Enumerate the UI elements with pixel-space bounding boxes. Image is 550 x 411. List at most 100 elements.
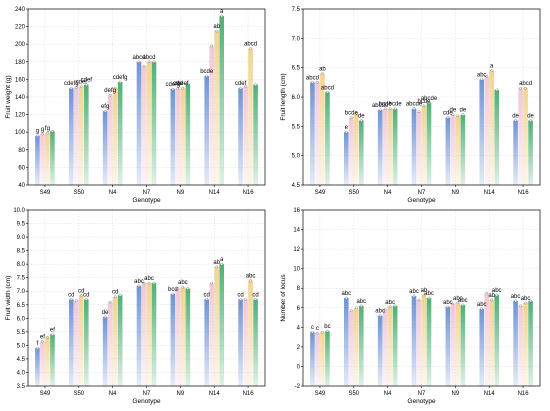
significance-label: abc xyxy=(511,294,521,300)
bar-mean-marker xyxy=(36,346,39,350)
significance-label: abcde xyxy=(372,103,389,109)
bar-mean-marker xyxy=(84,298,88,301)
bar xyxy=(204,75,210,185)
bar-mean-marker xyxy=(446,116,450,119)
bar xyxy=(460,114,466,185)
bar xyxy=(445,306,451,386)
bar-mean-marker xyxy=(147,60,151,64)
y-tick-label: 0 xyxy=(297,364,301,370)
bar-mean-marker xyxy=(239,298,242,301)
bar-mean-marker xyxy=(514,299,517,303)
bar xyxy=(170,293,176,386)
bar xyxy=(513,300,518,386)
bar xyxy=(112,296,118,386)
bar xyxy=(377,315,383,386)
bar xyxy=(518,305,523,386)
bar xyxy=(358,305,364,386)
bar xyxy=(209,283,215,386)
x-tick-label: S49 xyxy=(315,190,326,196)
bar xyxy=(528,300,533,386)
bar xyxy=(238,299,243,386)
bar xyxy=(78,295,84,386)
bar-mean-marker xyxy=(344,130,348,134)
bar xyxy=(35,348,40,386)
significance-label: efg xyxy=(101,104,109,110)
y-tick-label: 10.0 xyxy=(13,208,25,214)
significance-label: abc xyxy=(356,299,366,305)
bar-mean-marker xyxy=(103,109,107,113)
bar-mean-marker xyxy=(254,83,257,86)
bar xyxy=(107,95,113,185)
significance-label: abc xyxy=(443,300,453,306)
bar xyxy=(489,70,495,185)
bar-mean-marker xyxy=(181,285,185,289)
significance-label: c xyxy=(311,325,314,331)
bar-mean-marker xyxy=(215,265,219,269)
bar-mean-marker xyxy=(79,293,83,297)
y-tick-label: 6.0 xyxy=(17,316,26,322)
significance-label: cdef xyxy=(76,79,88,85)
bar-mean-marker xyxy=(524,86,527,90)
bar-mean-marker xyxy=(412,107,416,111)
bar-mean-marker xyxy=(354,306,358,310)
bar xyxy=(387,306,393,386)
bar-mean-marker xyxy=(326,91,329,94)
bar xyxy=(253,299,258,386)
significance-label: bcde xyxy=(417,99,431,105)
y-tick-label: 140 xyxy=(15,95,26,101)
x-tick-label: N16 xyxy=(518,190,530,196)
y-axis-label: Fruit weight (g) xyxy=(5,75,12,118)
bar-mean-marker xyxy=(249,47,252,50)
bar-mean-marker xyxy=(383,308,387,312)
bar-mean-marker xyxy=(456,114,460,118)
x-tick-label: N9 xyxy=(177,391,185,397)
bar-mean-marker xyxy=(461,113,465,116)
bar xyxy=(348,117,354,185)
y-tick-label: 5.5 xyxy=(292,124,301,130)
significance-label: ab xyxy=(488,293,495,299)
significance-label: a xyxy=(220,257,224,263)
bar xyxy=(219,16,225,185)
bar xyxy=(180,287,186,386)
bar-mean-marker xyxy=(514,119,517,122)
bar xyxy=(214,31,220,185)
x-tick-label: N4 xyxy=(109,391,117,397)
significance-label: abcde xyxy=(406,102,423,108)
bar xyxy=(416,111,422,185)
bar xyxy=(141,283,147,386)
bar-mean-marker xyxy=(79,85,83,88)
x-axis-label: Genotype xyxy=(407,197,436,204)
bar xyxy=(170,89,176,185)
y-tick-label: 12 xyxy=(293,247,300,253)
bar-mean-marker xyxy=(495,88,499,92)
bar-mean-marker xyxy=(113,295,117,298)
significance-label: a xyxy=(220,9,224,15)
bar xyxy=(141,66,147,185)
bar-mean-marker xyxy=(74,86,78,89)
bar xyxy=(45,133,50,185)
significance-label: g xyxy=(41,127,44,133)
y-tick-label: 120 xyxy=(15,113,26,119)
bar xyxy=(35,135,40,185)
bar-mean-marker xyxy=(137,284,141,288)
bar xyxy=(78,86,84,185)
bar-mean-marker xyxy=(118,293,122,297)
bar xyxy=(489,299,495,386)
significance-label: abcd xyxy=(244,42,257,48)
bar xyxy=(243,299,248,386)
bar-mean-marker xyxy=(215,29,219,33)
bar-mean-marker xyxy=(359,304,363,308)
significance-label: ab xyxy=(213,260,220,266)
bar xyxy=(387,108,393,185)
y-tick-label: 10 xyxy=(293,267,300,273)
bar xyxy=(513,120,518,185)
significance-label: bcde xyxy=(379,102,393,108)
y-tick-label: 220 xyxy=(15,25,26,31)
bar-mean-marker xyxy=(519,86,522,90)
y-tick-label: 5.0 xyxy=(292,154,301,160)
significance-label: fg xyxy=(45,126,50,132)
bar-mean-marker xyxy=(485,291,489,295)
y-tick-label: 9.5 xyxy=(17,222,26,228)
bar-mean-marker xyxy=(393,107,397,111)
